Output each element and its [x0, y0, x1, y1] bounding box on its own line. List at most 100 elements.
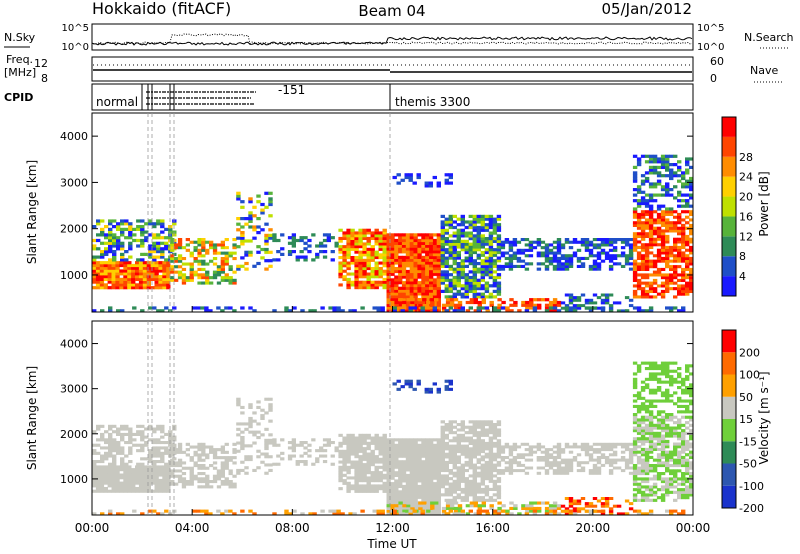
power-cell	[158, 286, 163, 290]
velocity-cell	[677, 431, 682, 435]
power-cell	[564, 264, 570, 268]
power-cell	[358, 256, 363, 260]
velocity-cell	[307, 443, 312, 447]
power-cell	[636, 201, 642, 206]
power-cell	[632, 221, 638, 225]
power-cell	[354, 272, 359, 276]
velocity-cell	[330, 441, 335, 445]
velocity-cell	[366, 433, 371, 437]
velocity-cell	[164, 462, 169, 466]
velocity-cell	[374, 444, 379, 448]
nsearch-tick-top: 10^5	[697, 23, 724, 34]
power-cell	[632, 265, 638, 269]
power-cell	[472, 278, 477, 282]
power-cell	[677, 229, 682, 233]
velocity-cell	[689, 490, 694, 494]
velocity-cell	[398, 512, 403, 516]
velocity-cell	[600, 512, 606, 516]
velocity-cell	[410, 506, 415, 510]
velocity-cell	[148, 424, 153, 428]
power-cell	[444, 239, 449, 243]
power-cell	[685, 243, 690, 247]
power-cell	[108, 309, 113, 313]
power-cell	[131, 269, 136, 273]
velocity-cell	[496, 433, 502, 437]
power-cell	[509, 298, 514, 302]
velocity-cell	[240, 422, 245, 426]
velocity-cell	[366, 479, 371, 483]
power-cell	[648, 232, 654, 236]
power-cell	[548, 262, 554, 266]
power-cell	[656, 251, 662, 255]
power-cell	[636, 226, 642, 230]
velocity-cell	[390, 490, 395, 494]
velocity-cell	[425, 493, 430, 497]
power-cell	[209, 281, 214, 285]
power-cell	[501, 300, 506, 305]
power-cell	[346, 286, 351, 290]
velocity-cell	[374, 447, 379, 451]
power-cell	[677, 254, 682, 258]
power-cell	[409, 283, 414, 288]
velocity-cell	[440, 420, 445, 424]
power-cell	[362, 280, 367, 284]
power-cell	[492, 225, 498, 230]
power-cell	[640, 201, 646, 206]
velocity-cell	[224, 442, 229, 446]
velocity-cell	[319, 446, 324, 450]
power-cell	[685, 267, 690, 271]
velocity-cell	[468, 447, 473, 451]
power-cell	[640, 234, 646, 238]
power-cell	[440, 245, 445, 249]
velocity-cell	[287, 457, 293, 461]
velocity-cell	[429, 443, 434, 447]
power-cell	[409, 233, 414, 237]
power-cell	[529, 306, 534, 310]
velocity-cell	[476, 490, 481, 494]
power-cell	[425, 309, 430, 313]
power-cell	[138, 272, 144, 276]
velocity-cell	[648, 466, 654, 470]
power-cell	[156, 244, 161, 248]
velocity-cell	[201, 458, 206, 462]
power-cell	[620, 309, 626, 313]
power-cell	[656, 179, 662, 183]
power-cell	[401, 269, 407, 274]
power-cell	[417, 275, 422, 279]
power-cell	[556, 267, 562, 271]
power-cell	[572, 254, 578, 258]
velocity-cell	[652, 437, 658, 441]
power-cell	[456, 237, 461, 241]
velocity-cell	[378, 452, 383, 456]
velocity-cell	[146, 478, 151, 482]
nsky-trace	[91, 36, 693, 46]
power-cell	[496, 273, 502, 277]
power-cell	[673, 226, 678, 230]
velocity-cell	[484, 490, 490, 494]
velocity-cell	[436, 465, 441, 469]
power-cell	[681, 218, 686, 222]
velocity-cell	[628, 456, 634, 459]
velocity-cell	[112, 460, 117, 464]
velocity-cell	[135, 489, 140, 493]
velocity-cell	[640, 490, 646, 494]
velocity-cell	[138, 487, 144, 491]
velocity-cell	[386, 441, 391, 445]
power-cell	[669, 309, 674, 313]
velocity-cell	[326, 441, 331, 445]
velocity-cell	[291, 446, 296, 450]
power-cell	[444, 220, 449, 224]
power-cell	[492, 237, 498, 241]
velocity-cell	[374, 476, 379, 480]
power-cell	[374, 269, 379, 273]
velocity-cell	[158, 465, 163, 469]
power-cell	[576, 259, 582, 263]
velocity-cell	[154, 468, 159, 472]
power-cell	[448, 245, 453, 249]
velocity-cell	[405, 443, 411, 447]
velocity-cell	[115, 468, 120, 472]
velocity-cell	[201, 485, 206, 489]
power-cell	[665, 265, 670, 269]
velocity-cell	[95, 487, 101, 491]
velocity-cell	[205, 477, 210, 481]
